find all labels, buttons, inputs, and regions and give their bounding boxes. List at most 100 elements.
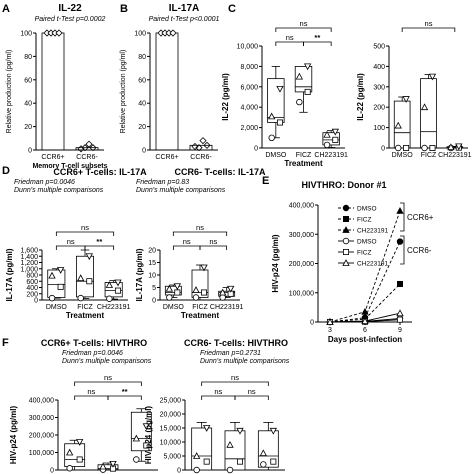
panel-f2-data-point <box>269 427 278 435</box>
panel-f2-sig-bracket <box>201 381 269 386</box>
panel-b-data-point <box>199 137 207 145</box>
panel-c1-y-tick-label: 6,000 <box>240 84 258 91</box>
panel-f1-y-tick-label: 100,000 <box>29 450 54 457</box>
panel-d1-y-tick-label: 400 <box>26 285 38 292</box>
panel-c1-y-tick-label: 8,000 <box>240 64 258 71</box>
panel-a-y-tick-label: 20 <box>24 124 32 131</box>
panel-d2-sig-bracket <box>172 245 201 250</box>
panel-c1-sig-bracket <box>275 41 304 46</box>
panel-e-legend-marker <box>342 237 350 245</box>
panel-d1-sig-bracket <box>55 231 115 236</box>
panel-d1-y-tick-label: 800 <box>26 273 38 280</box>
panel-f2-data-point <box>259 449 268 457</box>
panel-d2-data-point <box>192 286 200 293</box>
panel-b-y-tick-label: 100 <box>134 31 146 38</box>
panel-e-legend-marker <box>342 248 349 255</box>
panel-b-x-tick-label: CCR6- <box>190 154 212 161</box>
panel-f1-data-point <box>109 460 117 468</box>
panel-b-x-tick-label: CCR6+ <box>155 154 178 161</box>
panel-b-y-tick-label: 0 <box>142 148 146 155</box>
panel-e-data-point <box>361 307 369 315</box>
panel-d2-y-tick-label: 20 <box>148 248 156 255</box>
panel-e-legend-label: CH223191 <box>357 261 388 268</box>
panel-c2-ylabel: IL-22 (pg/ml) <box>356 73 365 121</box>
panel-a-x-tick-label: CCR6+ <box>41 154 64 161</box>
panel-e-y-tick-label: 0 <box>310 320 314 327</box>
panel-d1-sig-label: ns <box>67 237 75 246</box>
panel-a-title: IL-22 <box>58 3 82 14</box>
panel-f1-data-point <box>66 465 73 472</box>
panel-a-bar <box>75 147 99 151</box>
panel-e-legend-marker <box>342 204 350 212</box>
panel-a-ylabel: Relative production (pg/ml) <box>6 50 13 134</box>
panel-d1-sig-label: ** <box>96 237 102 246</box>
panel-c1-data-point <box>332 136 339 143</box>
panel-c2-box <box>420 78 437 149</box>
panel-d1-x-tick-label: DMSO <box>46 304 68 311</box>
panel-f1-y-tick-label: 400,000 <box>29 398 54 405</box>
panel-a-y-tick-label: 60 <box>24 77 32 84</box>
panel-d2-subtitle2: Dunn's multiple comparisons <box>136 187 226 194</box>
panel-b-bar <box>155 32 179 151</box>
panel-f2-data-point <box>270 458 277 465</box>
panel-f2-y-tick-label: 25,000 <box>160 398 182 405</box>
panel-e-legend-label: DMSO <box>357 206 377 213</box>
panel-d1-data-point <box>56 267 65 274</box>
panel-d1-y-tick-label: 200 <box>26 291 38 298</box>
panel-c2-data-point <box>429 144 436 151</box>
panel-d2-data-point <box>192 294 200 301</box>
panel-c1-sig-bracket <box>275 27 332 32</box>
panel-f1-y-tick-label: 0 <box>50 468 54 474</box>
panel-f2-sig-bracket <box>234 395 269 400</box>
panel-b-data-point <box>195 144 203 152</box>
panel-e-x-tick-label: 6 <box>363 327 367 334</box>
panel-f1-data-point <box>75 439 84 446</box>
panel-f1-subtitle2: Dunn's multiple comparisons <box>62 358 152 365</box>
panel-b-subtitle: Paired t-Test p<0.0001 <box>149 16 220 23</box>
panel-e-xlabel: Days post-infection <box>328 335 402 344</box>
panel-f2-y-tick-label: 20,000 <box>160 412 182 419</box>
panel-d1-data-point <box>114 279 122 287</box>
panel-e-title: HIVTHRO: Donor #1 <box>301 180 386 190</box>
panel-a-y-tick-label: 100 <box>20 31 32 38</box>
panel-e-legend-label: FICZ <box>357 217 371 224</box>
panel-d2-y-tick-label: 15 <box>148 260 156 267</box>
panel-f1-data-point <box>99 462 107 470</box>
panel-e-legend-marker <box>342 226 350 233</box>
panel-d2-x-tick-label: CH223191 <box>210 304 244 311</box>
panel-f1-data-point <box>65 448 74 456</box>
panel-d1-data-point <box>105 281 114 288</box>
panel-d2-sig-bracket <box>172 231 228 236</box>
panel-c1-ylabel: IL-22 (pg/ml) <box>221 73 230 121</box>
panel-f1-sig-label: ns <box>87 387 95 396</box>
panel-f1-data-point <box>143 442 150 449</box>
panel-d1-data-point <box>48 271 56 279</box>
panel-c2-data-point <box>455 143 463 151</box>
panel-c2-x-tick-label: DMSO <box>392 152 414 159</box>
panel-d2-x-tick-label: FICZ <box>192 304 208 311</box>
panel-b-data-point <box>203 141 211 149</box>
panel-d1-data-point <box>77 294 84 302</box>
panel-e-legend-marker <box>342 215 349 222</box>
panel-d2-box <box>164 285 182 296</box>
panel-label-F: F <box>2 337 9 349</box>
panel-d1-title: CCR6+ T-cells: IL-17A <box>53 167 147 177</box>
panel-f1-data-point <box>142 423 151 431</box>
panel-label-D: D <box>2 165 10 177</box>
panel-f2-data-point <box>193 466 200 474</box>
panel-c1-y-tick-label: 10,000 <box>237 44 259 51</box>
panel-d2-data-point <box>174 289 181 296</box>
panel-c2-data-point <box>420 103 429 111</box>
panel-label-E: E <box>262 175 269 187</box>
panel-c2-data-point <box>428 73 437 81</box>
panel-d2-sig-label: ns <box>183 237 191 246</box>
panel-d2-x-tick-label: DMSO <box>163 304 185 311</box>
panel-f2-data-point <box>192 452 201 459</box>
panel-d1-y-tick-label: 600 <box>26 279 38 286</box>
panel-b-data-point <box>191 142 199 151</box>
panel-f2-y-tick-label: 15,000 <box>160 426 182 433</box>
panel-c2-x-tick-label: CH223191 <box>438 152 472 159</box>
panel-d2-data-point <box>200 289 207 296</box>
panel-d2-y-tick-label: 0 <box>152 298 156 305</box>
